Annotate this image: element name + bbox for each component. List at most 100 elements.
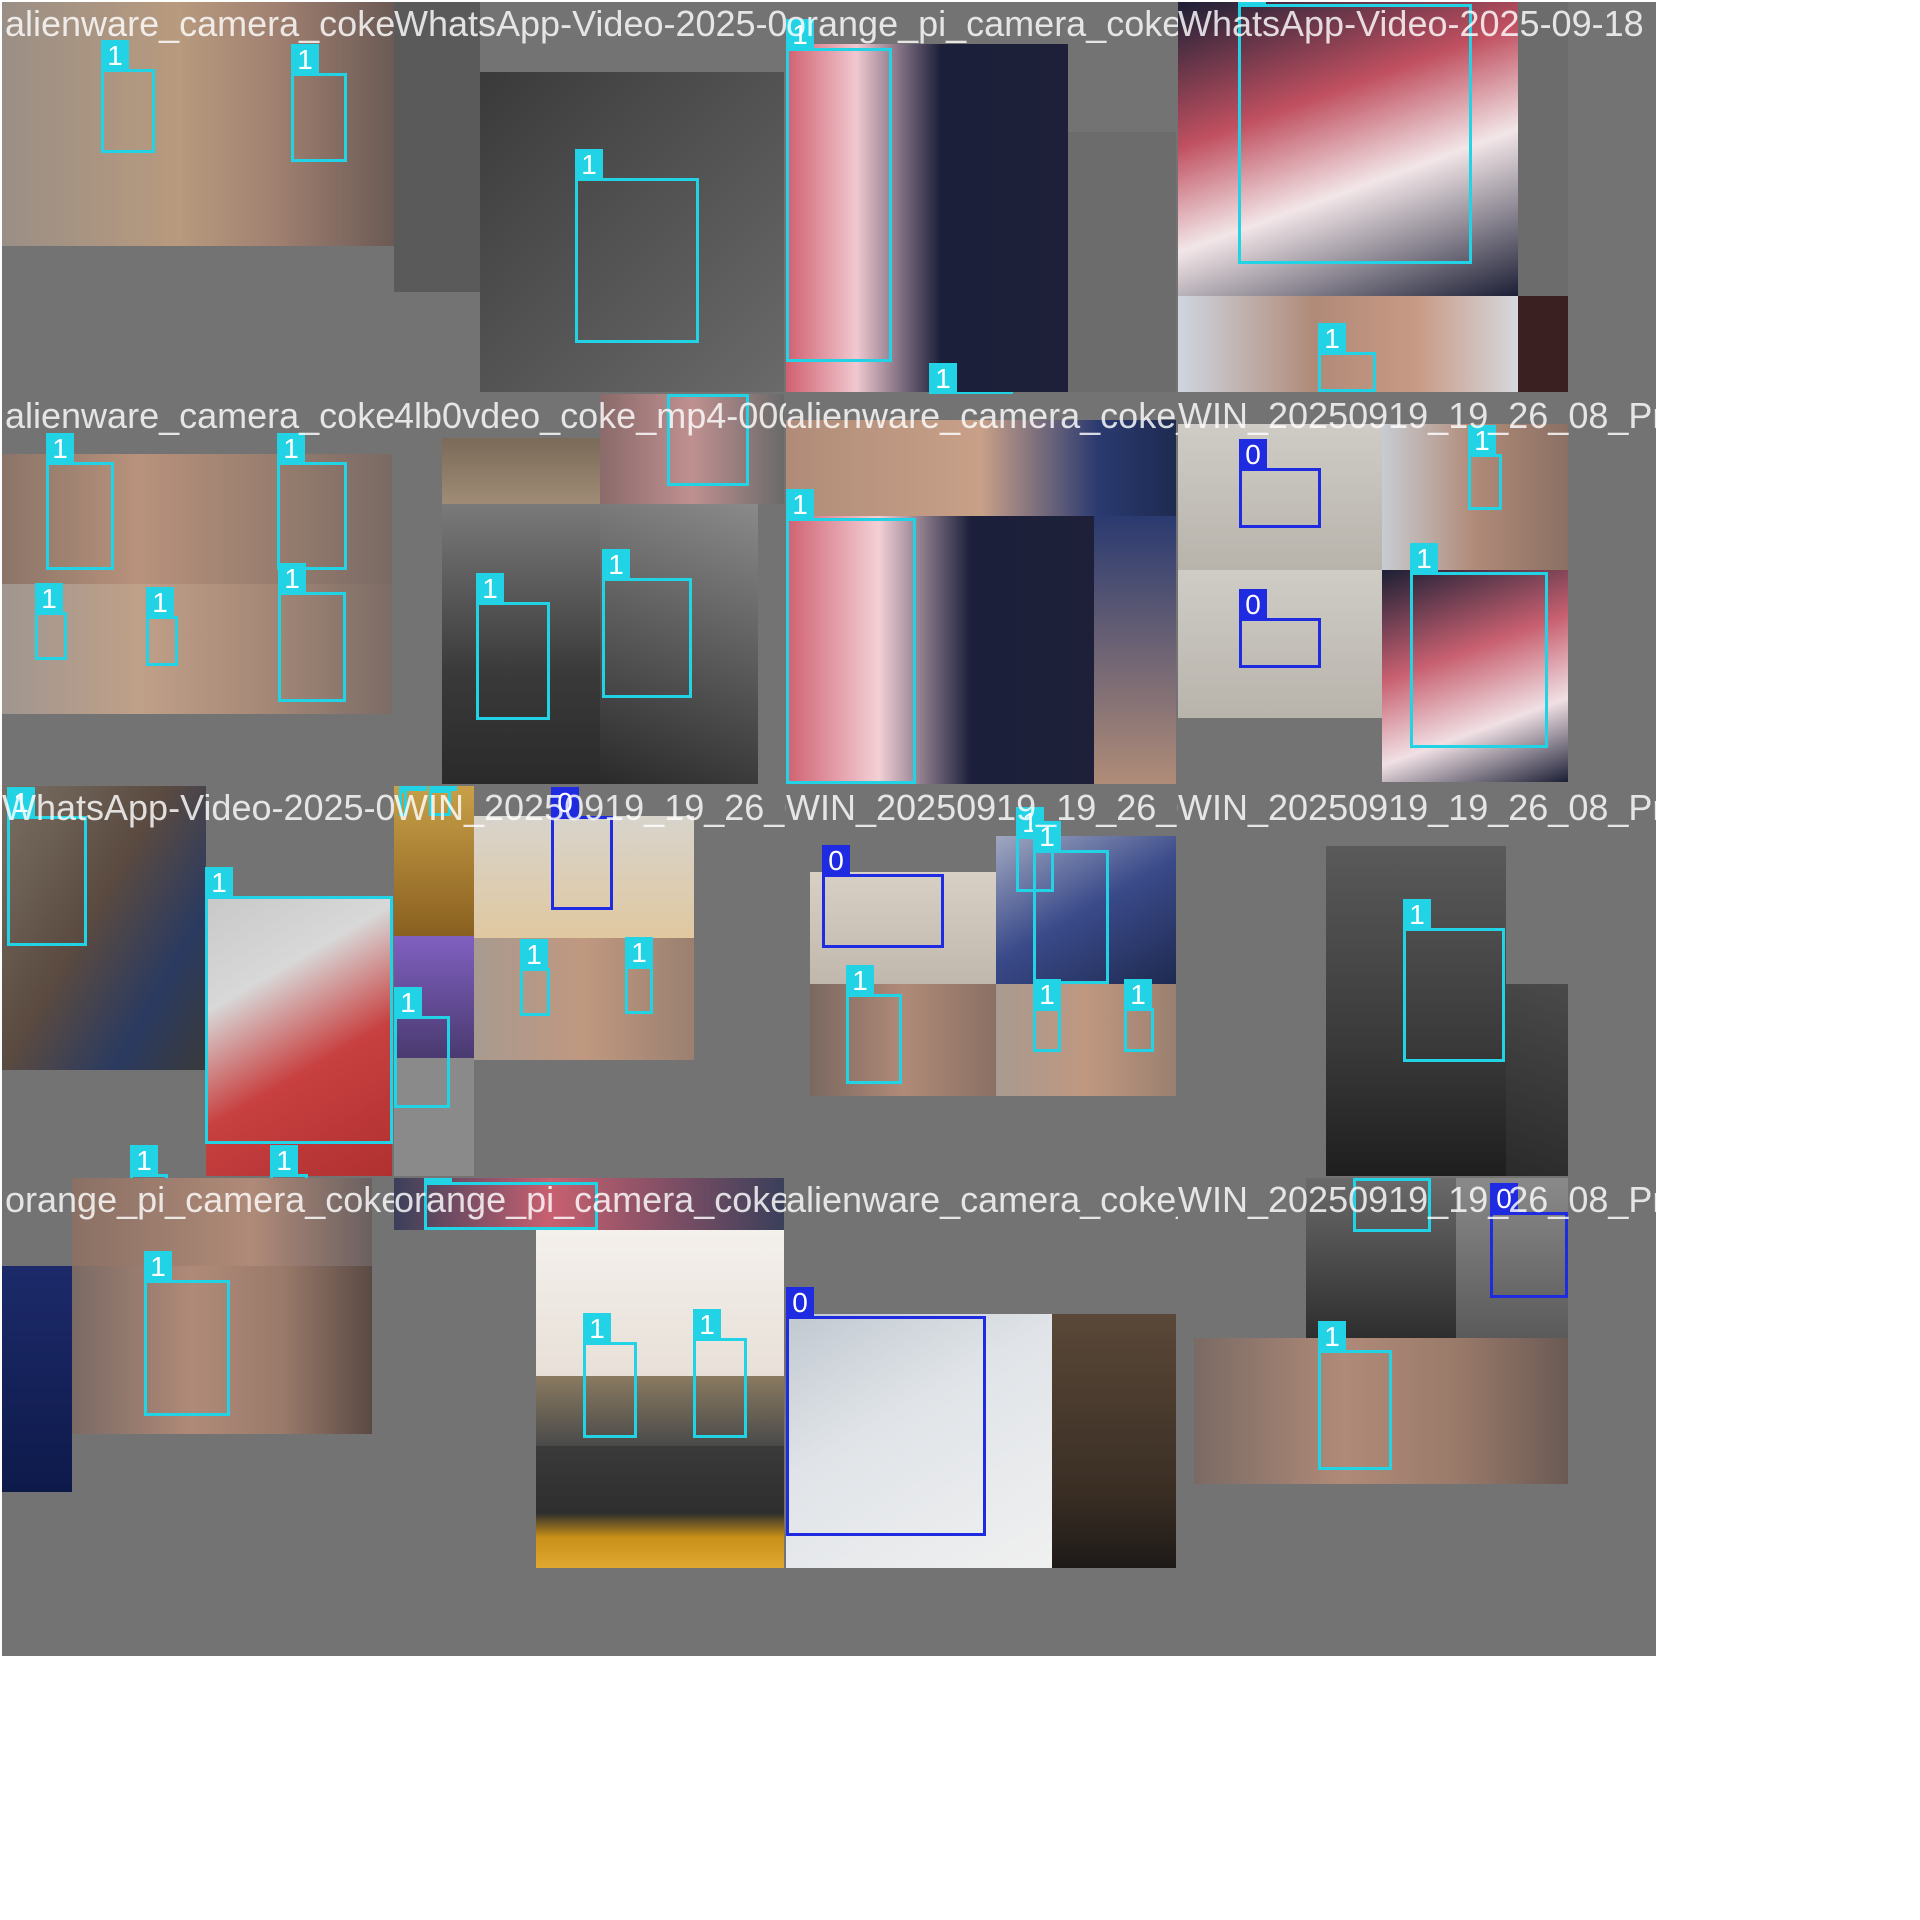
can-bounding-box: 1 — [667, 394, 749, 486]
can-bounding-box: 1 — [1410, 543, 1548, 748]
class-label: 1 — [575, 149, 603, 180]
class-label: 1 — [1238, 2, 1266, 6]
bottle-bounding-box: 0 — [1239, 439, 1321, 528]
can-bounding-box: 1 — [429, 786, 457, 816]
class-label: 1 — [291, 44, 319, 75]
class-label: 1 — [130, 1145, 158, 1176]
class-label: 0 — [1239, 439, 1267, 470]
can-bounding-box: 1 — [146, 587, 178, 666]
can-bounding-box: 1 — [846, 965, 902, 1084]
can-bounding-box: 1 — [602, 549, 692, 698]
class-label: 1 — [625, 937, 653, 968]
class-label: 1 — [101, 40, 129, 71]
class-label: 0 — [786, 1287, 814, 1318]
can-bounding-box: 1 — [278, 563, 346, 702]
class-label: 0 — [822, 845, 850, 876]
class-label: 1 — [146, 587, 174, 618]
can-bounding-box: 1 — [1318, 1321, 1392, 1470]
photo-patch — [996, 836, 1176, 984]
can-bounding-box: 1 — [520, 939, 550, 1016]
class-label: 1 — [786, 19, 814, 50]
photo-patch — [1178, 2, 1518, 296]
photo-patch — [810, 872, 996, 984]
can-bounding-box: 1 — [1033, 821, 1109, 984]
photo-patch — [536, 1446, 784, 1568]
can-bounding-box: 1 — [693, 1309, 747, 1438]
photo-patch — [442, 438, 600, 504]
photo-patch — [1178, 570, 1382, 718]
can-bounding-box: 1 — [1033, 979, 1061, 1052]
class-label: 1 — [693, 1309, 721, 1340]
photo-patch — [1094, 516, 1176, 784]
photo-patch — [442, 504, 600, 784]
photo-patch — [206, 896, 392, 1176]
webcam-photo — [2, 2, 394, 246]
class-label: 0 — [1490, 1183, 1518, 1214]
class-label: 1 — [786, 489, 814, 520]
photo-patch — [1306, 1178, 1456, 1338]
can-bounding-box: 1 — [1238, 2, 1472, 264]
can-bounding-box: 1 — [205, 867, 393, 1144]
class-label: 1 — [1318, 1321, 1346, 1352]
webcam-photo — [1178, 296, 1518, 392]
photo-patch — [394, 786, 474, 936]
class-label: 1 — [1318, 323, 1346, 354]
photo-patch — [1068, 132, 1176, 392]
can-bounding-box: 1 — [1318, 323, 1376, 392]
bottle-bounding-box: 0 — [786, 1287, 986, 1536]
class-label: 1 — [583, 1313, 611, 1344]
bottle-bounding-box: 0 — [551, 787, 613, 910]
class-label: 1 — [424, 1178, 452, 1184]
webcam-photo — [1194, 1338, 1568, 1484]
class-label: 0 — [1239, 589, 1267, 620]
can-bounding-box: 1 — [1353, 1178, 1431, 1232]
webcam-photo — [2, 454, 392, 584]
can-bounding-box: 1 — [7, 787, 87, 946]
class-label: 1 — [394, 987, 422, 1018]
class-label: 1 — [929, 363, 957, 394]
class-label: 1 — [429, 786, 457, 792]
class-label: 1 — [1410, 543, 1438, 574]
photo-patch — [394, 1178, 784, 1230]
bottle-bounding-box: 0 — [1239, 589, 1321, 668]
can-bounding-box: 1 — [1468, 425, 1502, 510]
bottle-bounding-box: 0 — [822, 845, 944, 948]
class-label: 1 — [1033, 821, 1061, 852]
class-label: 1 — [144, 1251, 172, 1282]
can-bounding-box: 1 — [424, 1178, 598, 1230]
can-bounding-box: 1 — [583, 1313, 637, 1438]
photo-patch — [2, 1266, 72, 1492]
photo-patch — [474, 816, 694, 938]
photo-patch — [1178, 424, 1382, 570]
photo-patch — [786, 516, 1094, 784]
photo-patch — [786, 420, 1176, 516]
webcam-photo — [810, 984, 996, 1096]
can-bounding-box: 1 — [394, 987, 450, 1108]
bottle-bounding-box: 0 — [1490, 1183, 1568, 1298]
can-bounding-box: 1 — [101, 40, 155, 153]
photo-patch — [72, 1178, 372, 1266]
can-bounding-box: 1 — [625, 937, 653, 1014]
webcam-photo — [72, 1266, 372, 1434]
webcam-photo — [2, 584, 392, 714]
class-label: 1 — [46, 433, 74, 464]
photo-patch — [1518, 296, 1568, 392]
photo-patch — [480, 72, 784, 392]
photo-patch — [536, 1376, 784, 1446]
can-bounding-box: 1 — [1403, 899, 1505, 1062]
photo-patch — [394, 2, 480, 292]
webcam-photo — [474, 938, 694, 1060]
class-label: 1 — [1033, 979, 1061, 1010]
can-bounding-box: 1 — [291, 44, 347, 162]
photo-patch — [1052, 1314, 1176, 1568]
photo-patch — [1506, 984, 1568, 1176]
class-label: 1 — [520, 939, 548, 970]
class-label: 1 — [667, 394, 695, 396]
class-label: 1 — [35, 583, 63, 614]
can-bounding-box: 1 — [399, 786, 427, 816]
can-bounding-box: 1 — [277, 433, 347, 570]
class-label: 1 — [205, 867, 233, 898]
class-label: 1 — [7, 787, 35, 818]
class-label: 1 — [846, 965, 874, 996]
photo-patch — [2, 786, 206, 1070]
